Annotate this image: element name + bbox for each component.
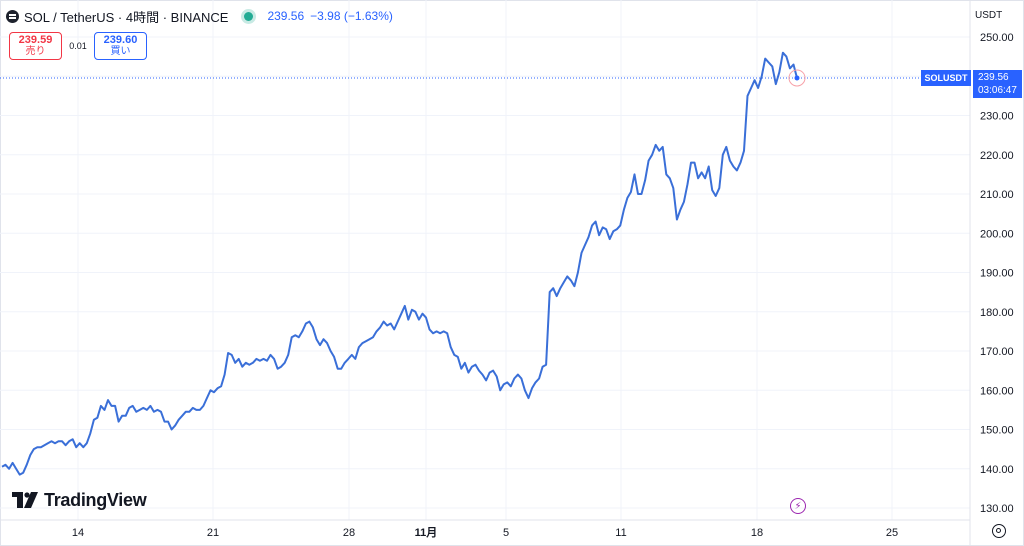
currency-selector[interactable]: USDT: [975, 10, 1003, 21]
grid: [0, 0, 971, 546]
tradingview-logo[interactable]: TradingView: [12, 489, 147, 510]
x-tick-label: 25: [886, 527, 898, 539]
symbol-price-tag: SOLUSDT: [921, 70, 971, 86]
trade-buttons: 239.59 売り 0.01 239.60 買い: [9, 32, 147, 60]
buy-label: 買い: [110, 46, 131, 57]
y-tick-label: 210.00: [980, 189, 1014, 201]
series-layer: [1, 51, 806, 476]
time-axis[interactable]: 14 21 28 11月 5 11 18 25: [72, 526, 898, 539]
axis-last-price: 239.56: [978, 72, 1009, 83]
sell-button[interactable]: 239.59 売り: [9, 32, 62, 60]
y-tick-label: 130.00: [980, 503, 1014, 515]
bar-countdown: 03:06:47: [978, 85, 1017, 96]
x-tick-label: 11月: [415, 526, 438, 539]
spread-value: 0.01: [69, 41, 87, 51]
x-tick-label: 28: [343, 527, 355, 539]
x-tick-label: 5: [503, 527, 509, 539]
last-price: 239.56: [267, 9, 305, 23]
buy-button[interactable]: 239.60 買い: [94, 32, 147, 60]
last-point-marker: [794, 75, 800, 81]
flash-icon[interactable]: ⚡: [790, 498, 806, 514]
last-point-halo: [788, 69, 806, 87]
x-tick-label: 21: [207, 527, 219, 539]
symbol-title[interactable]: SOL / TetherUS · 4時間 · BINANCE: [24, 9, 229, 25]
x-tick-label: 18: [751, 527, 763, 539]
sell-price: 239.59: [18, 34, 53, 46]
y-tick-label: 150.00: [980, 425, 1014, 437]
symbol-icon: [6, 9, 19, 23]
symbol-legend[interactable]: SOL / TetherUS · 4時間 · BINANCE 239.56 −3…: [6, 6, 393, 26]
sell-label: 売り: [25, 46, 46, 57]
price-axis[interactable]: 130.00 140.00 150.00 160.00 170.00 180.00 190.…: [980, 32, 1014, 515]
last-price-box: 239.56 03:06:47: [973, 70, 1022, 98]
y-tick-label: 160.00: [980, 385, 1014, 397]
y-tick-label: 190.00: [980, 268, 1014, 280]
y-tick-label: 200.00: [980, 228, 1014, 240]
y-tick-label: 170.00: [980, 346, 1014, 358]
y-tick-label: 220.00: [980, 150, 1014, 162]
logo-text: TradingView: [44, 489, 147, 510]
gear-icon[interactable]: [992, 524, 1006, 538]
y-tick-label: 250.00: [980, 32, 1014, 44]
price-line: [1, 51, 798, 476]
tradingview-logo-icon: [12, 492, 38, 508]
y-tick-label: 230.00: [980, 111, 1014, 123]
y-tick-label: 140.00: [980, 464, 1014, 476]
buy-price: 239.60: [103, 34, 138, 46]
x-tick-label: 14: [72, 527, 84, 539]
price-change: −3.98 (−1.63%): [310, 9, 393, 23]
x-tick-label: 11: [615, 527, 626, 539]
y-tick-label: 180.00: [980, 307, 1014, 319]
market-open-icon: [244, 11, 254, 21]
